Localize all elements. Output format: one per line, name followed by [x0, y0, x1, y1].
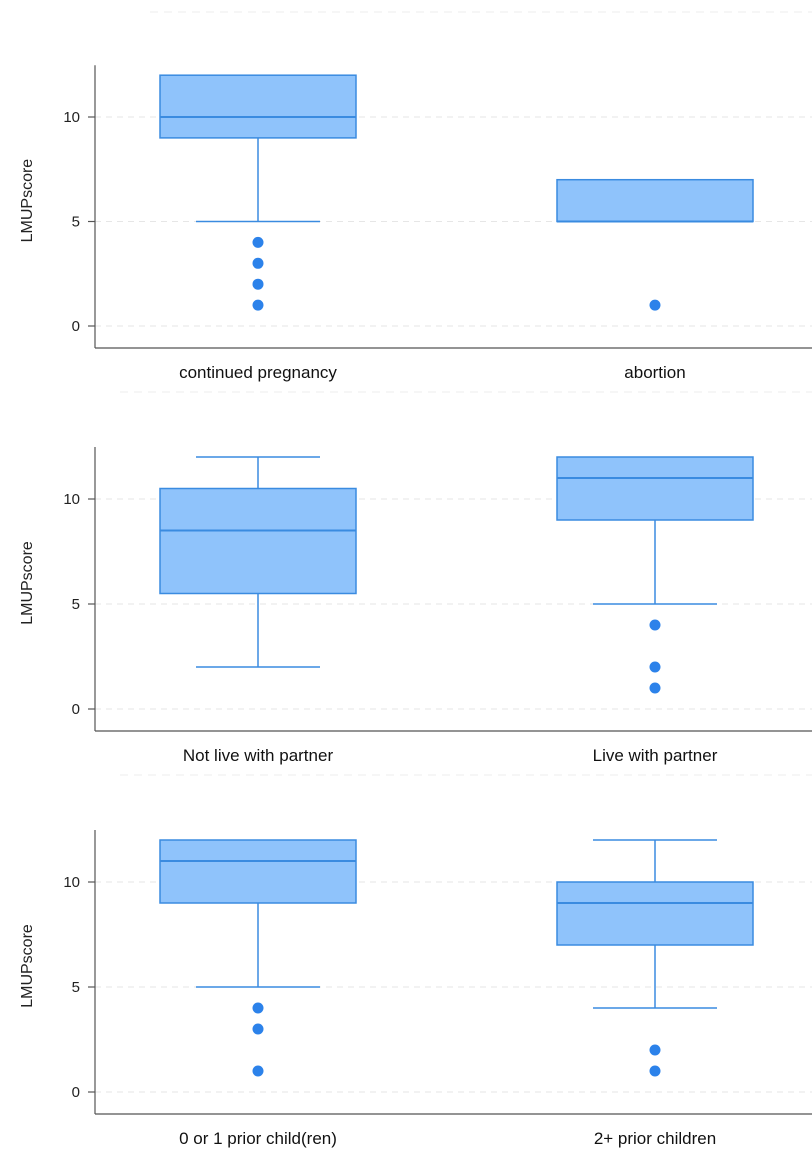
y-axis-title: LMUPscore — [19, 924, 36, 1008]
outlier-point — [649, 1044, 661, 1056]
box — [556, 881, 754, 946]
outlier-point — [252, 278, 264, 290]
category-label: abortion — [624, 363, 685, 382]
outlier-point — [252, 1065, 264, 1077]
y-tick-label: 5 — [72, 979, 80, 996]
y-axis-title: LMUPscore — [19, 159, 36, 243]
category-label: continued pregnancy — [179, 363, 337, 382]
outlier-point — [252, 257, 264, 269]
y-tick-label: 10 — [63, 109, 80, 126]
y-tick-label: 0 — [72, 318, 80, 335]
category-label: 2+ prior children — [594, 1129, 716, 1148]
outlier-point — [649, 1065, 661, 1077]
y-tick-label: 5 — [72, 214, 80, 231]
y-axis-title: LMUPscore — [19, 541, 36, 625]
category-label: Live with partner — [593, 746, 718, 765]
outlier-point — [649, 682, 661, 694]
outlier-point — [649, 619, 661, 631]
y-tick-label: 5 — [72, 596, 80, 613]
box — [556, 456, 754, 521]
outlier-point — [649, 299, 661, 311]
outlier-point — [252, 299, 264, 311]
outlier-point — [252, 236, 264, 248]
box — [556, 178, 754, 223]
category-label: Not live with partner — [183, 746, 334, 765]
outlier-point — [252, 1002, 264, 1014]
y-tick-label: 10 — [63, 874, 80, 891]
box — [159, 74, 357, 139]
category-label: 0 or 1 prior child(ren) — [179, 1129, 337, 1148]
outlier-point — [252, 1023, 264, 1035]
y-tick-label: 10 — [63, 491, 80, 508]
box — [159, 839, 357, 904]
outlier-point — [649, 661, 661, 673]
y-tick-label: 0 — [72, 701, 80, 718]
box — [159, 487, 357, 595]
y-tick-label: 0 — [72, 1084, 80, 1101]
